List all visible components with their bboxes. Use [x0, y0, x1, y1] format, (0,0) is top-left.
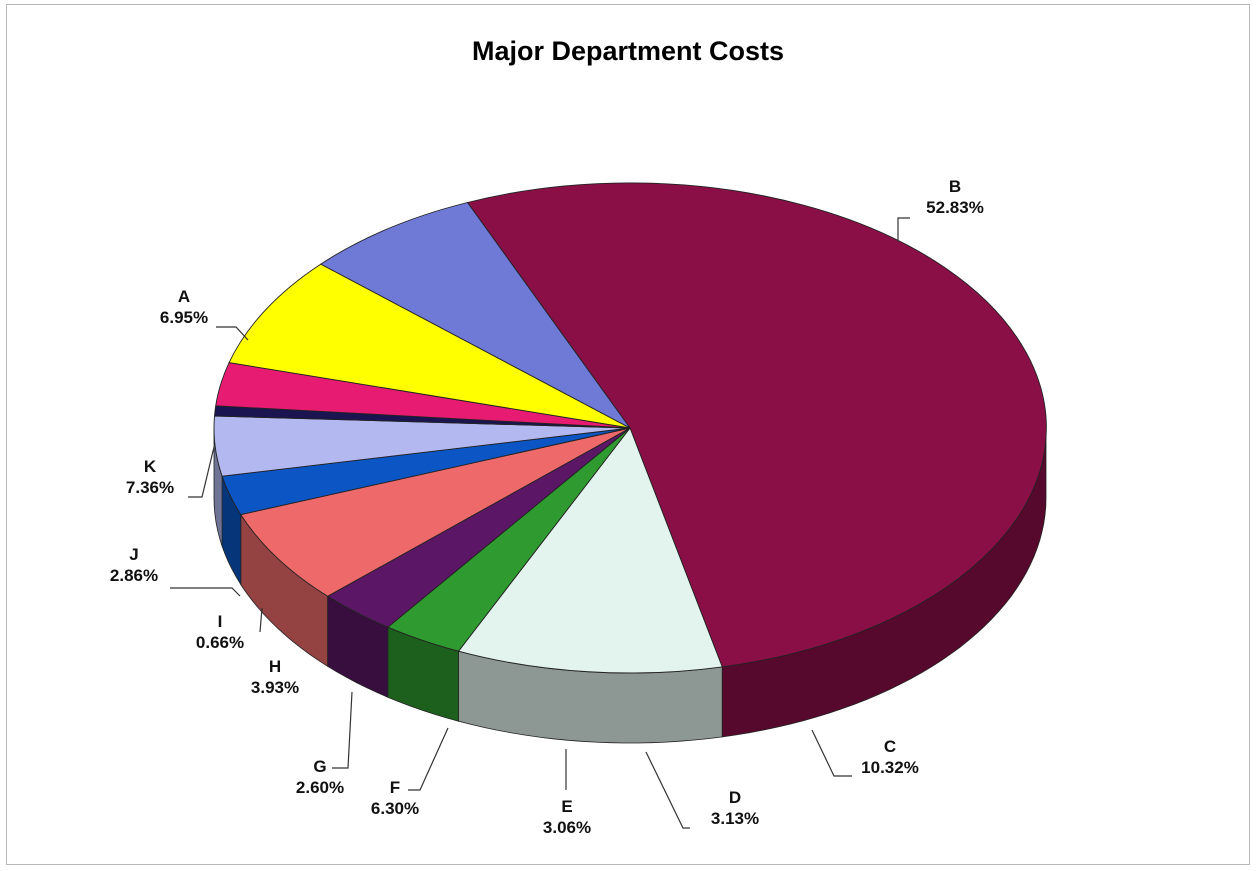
slice-label-E: E [561, 797, 572, 816]
slice-label-A: A [178, 287, 190, 306]
leader-line-F [408, 727, 449, 791]
pie-slice-K [228, 263, 631, 429]
slice-value-F: 6.30% [371, 799, 419, 818]
slice-label-D: D [729, 788, 741, 807]
slice-value-C: 10.32% [861, 758, 919, 777]
pie-slice-C [457, 427, 723, 674]
slice-label-G: G [313, 757, 326, 776]
pie-slice-A [319, 201, 631, 429]
slice-value-E: 3.06% [543, 818, 591, 837]
slice-value-I: 0.66% [196, 633, 244, 652]
leader-line-K [188, 446, 215, 498]
leader-line-B [897, 217, 910, 242]
leader-line-G [332, 691, 353, 769]
slice-value-D: 3.13% [711, 809, 759, 828]
pie-slice-F [240, 427, 631, 597]
slice-value-J: 2.86% [110, 566, 158, 585]
slice-value-G: 2.60% [296, 778, 344, 797]
slice-value-H: 3.93% [251, 678, 299, 697]
leader-line-D [645, 751, 690, 829]
slice-label-F: F [390, 778, 400, 797]
slice-value-A: 6.95% [160, 308, 208, 327]
slice-label-I: I [218, 612, 223, 631]
leader-line-A [216, 326, 249, 341]
slice-value-K: 7.36% [126, 478, 174, 497]
slice-label-K: K [144, 457, 157, 476]
slice-value-B: 52.83% [926, 198, 984, 217]
slice-label-C: C [884, 737, 896, 756]
leader-line-J [170, 587, 241, 597]
slice-label-B: B [949, 177, 961, 196]
slice-label-J: J [129, 545, 138, 564]
leader-line-I [259, 607, 263, 633]
chart-title: Major Department Costs [471, 36, 785, 66]
pie-slice-B [466, 182, 1047, 668]
leader-line-C [811, 729, 852, 777]
slice-label-H: H [269, 657, 281, 676]
